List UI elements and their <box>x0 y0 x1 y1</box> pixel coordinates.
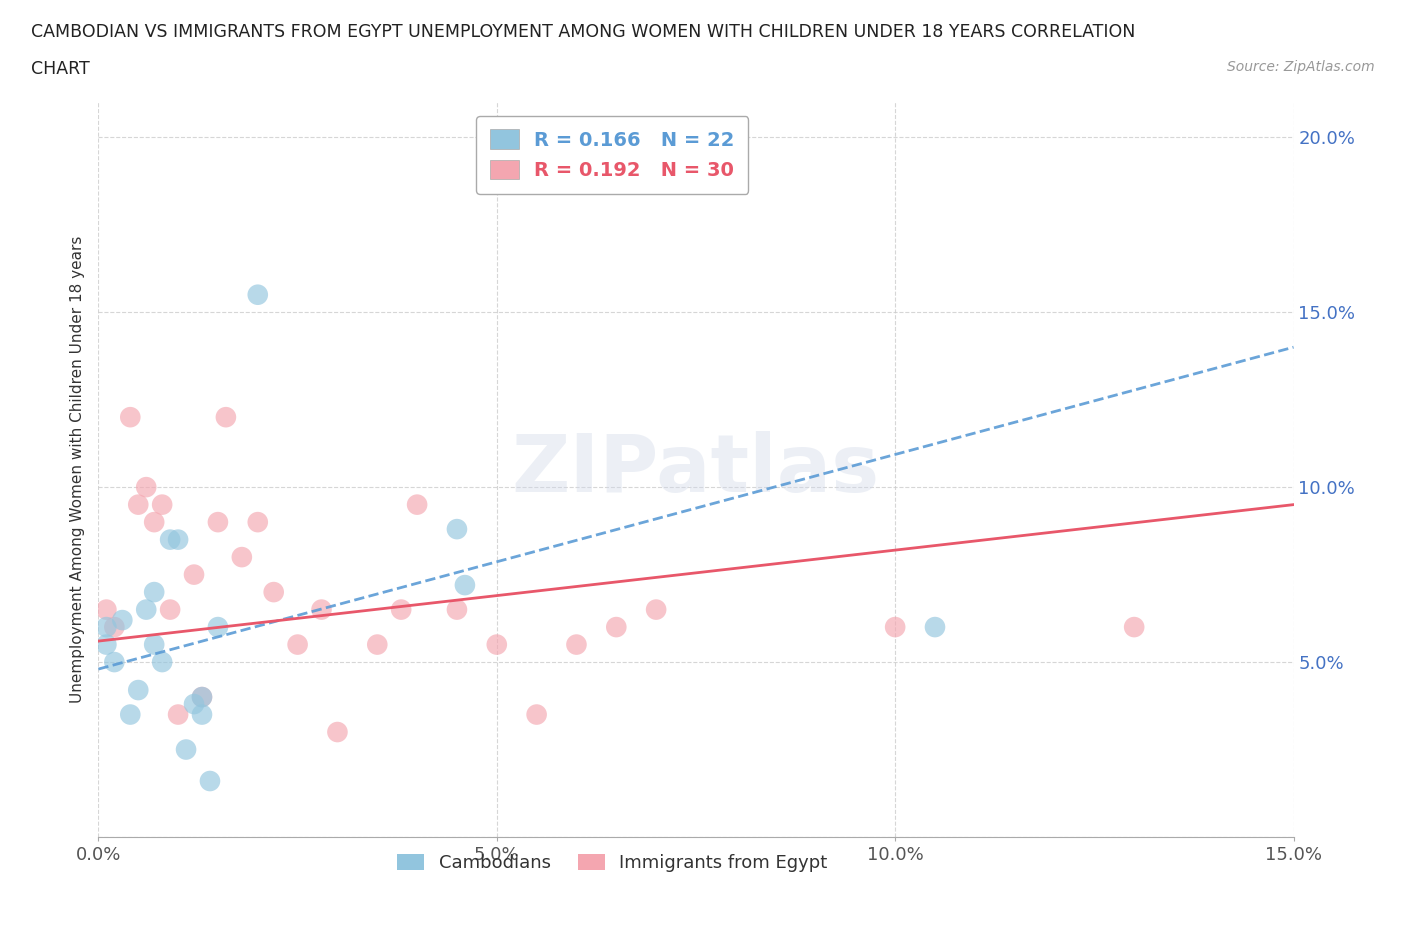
Point <box>135 602 157 617</box>
Point <box>96 602 118 617</box>
Point <box>231 550 253 565</box>
Point <box>215 410 238 425</box>
Point <box>191 690 214 705</box>
Text: CHART: CHART <box>31 60 90 78</box>
Point <box>120 410 142 425</box>
Point <box>263 585 285 600</box>
Point <box>406 498 429 512</box>
Point <box>366 637 388 652</box>
Point <box>565 637 588 652</box>
Point <box>207 619 229 634</box>
Point <box>174 742 197 757</box>
Text: ZIPatlas: ZIPatlas <box>512 431 880 509</box>
Point <box>135 480 157 495</box>
Point <box>143 514 166 529</box>
Point <box>645 602 668 617</box>
Legend: Cambodians, Immigrants from Egypt: Cambodians, Immigrants from Egypt <box>389 846 835 880</box>
Point <box>191 690 214 705</box>
Point <box>103 655 125 670</box>
Point <box>143 637 166 652</box>
Point <box>246 514 269 529</box>
Text: Source: ZipAtlas.com: Source: ZipAtlas.com <box>1227 60 1375 74</box>
Point <box>191 707 214 722</box>
Point <box>150 655 173 670</box>
Point <box>326 724 349 739</box>
Point <box>389 602 412 617</box>
Point <box>96 619 118 634</box>
Point <box>924 619 946 634</box>
Point <box>287 637 309 652</box>
Y-axis label: Unemployment Among Women with Children Under 18 years: Unemployment Among Women with Children U… <box>69 236 84 703</box>
Point <box>198 774 221 789</box>
Point <box>111 613 134 628</box>
Point <box>311 602 333 617</box>
Point <box>159 602 181 617</box>
Point <box>143 585 166 600</box>
Point <box>167 532 190 547</box>
Point <box>1123 619 1146 634</box>
Point <box>446 522 468 537</box>
Point <box>884 619 907 634</box>
Point <box>96 637 118 652</box>
Point <box>526 707 548 722</box>
Point <box>127 498 149 512</box>
Point <box>183 697 205 711</box>
Text: CAMBODIAN VS IMMIGRANTS FROM EGYPT UNEMPLOYMENT AMONG WOMEN WITH CHILDREN UNDER : CAMBODIAN VS IMMIGRANTS FROM EGYPT UNEMP… <box>31 23 1135 41</box>
Point <box>127 683 149 698</box>
Point <box>103 619 125 634</box>
Point <box>150 498 173 512</box>
Point <box>485 637 508 652</box>
Point <box>454 578 477 592</box>
Point <box>246 287 269 302</box>
Point <box>167 707 190 722</box>
Point <box>446 602 468 617</box>
Point <box>183 567 205 582</box>
Point <box>605 619 627 634</box>
Point <box>159 532 181 547</box>
Point <box>120 707 142 722</box>
Point <box>207 514 229 529</box>
